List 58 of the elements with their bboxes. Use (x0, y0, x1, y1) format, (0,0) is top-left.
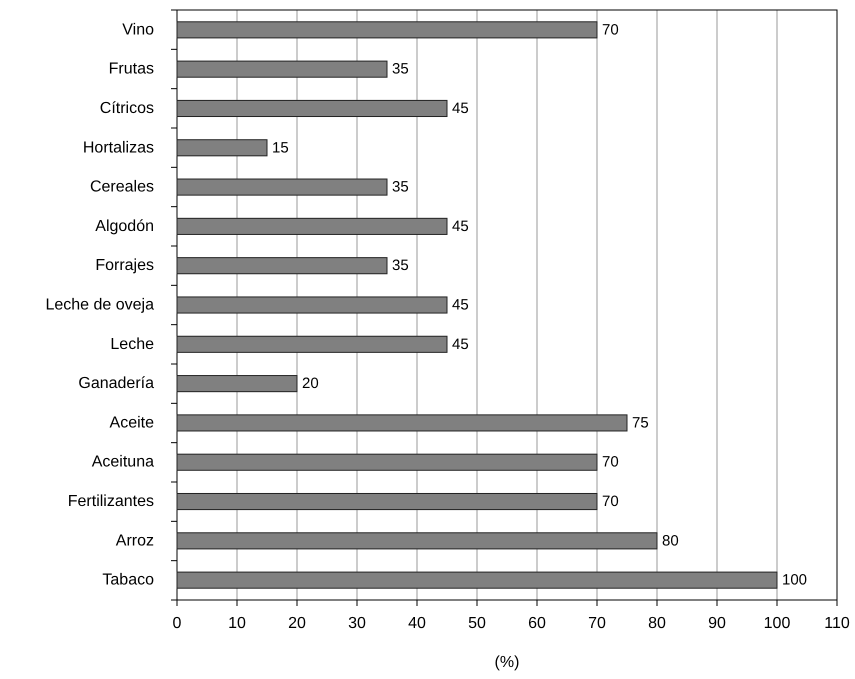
x-tick-label: 30 (348, 615, 366, 632)
y-tick-label: Cereales (90, 178, 154, 196)
data-label: 15 (272, 139, 289, 156)
bar (176, 454, 598, 471)
bar (176, 21, 598, 38)
bar (176, 572, 778, 589)
bar (176, 60, 388, 78)
y-tick-label: Forrajes (95, 257, 154, 274)
data-label: 20 (302, 375, 319, 392)
x-tick-label: 80 (648, 615, 666, 632)
data-label: 35 (392, 178, 409, 196)
x-axis-title: (%) (494, 654, 520, 671)
y-tick-label: Algodón (95, 218, 154, 235)
y-tick-label: Hortalizas (82, 139, 154, 156)
bar (176, 414, 628, 432)
y-tick-label: Frutas (108, 60, 154, 78)
bar (176, 139, 268, 156)
data-label: 45 (452, 218, 469, 235)
y-tick-label: Ganadería (78, 375, 154, 392)
x-tick-label: 100 (764, 615, 790, 632)
x-tick-label: 110 (824, 615, 850, 632)
y-tick-label: Arroz (116, 532, 154, 550)
y-tick-label: Vino (122, 21, 154, 38)
y-tick-label: Cítricos (100, 100, 154, 117)
y-tick-label: Leche de oveja (45, 296, 154, 314)
bar (176, 375, 298, 392)
bar (176, 492, 598, 510)
y-tick-label: Aceituna (92, 454, 154, 471)
data-label: 100 (782, 572, 808, 589)
data-label: 35 (392, 60, 409, 78)
x-tick-label: 70 (588, 615, 606, 632)
bar (176, 178, 388, 196)
bar (176, 100, 448, 118)
x-tick-label: 20 (288, 615, 306, 632)
bar (176, 218, 448, 235)
bar (176, 296, 448, 314)
bar (176, 257, 388, 274)
data-label: 45 (452, 296, 469, 314)
x-tick-label: 50 (468, 615, 486, 632)
x-tick-label: 90 (708, 615, 726, 632)
data-label: 80 (662, 532, 679, 550)
data-label: 35 (392, 257, 409, 274)
x-tick-label: 10 (228, 615, 246, 632)
y-tick-label: Aceite (110, 414, 154, 432)
data-label: 45 (452, 336, 469, 353)
data-label: 75 (632, 414, 649, 432)
y-tick-label: Tabaco (102, 572, 154, 589)
x-tick-label: 0 (172, 615, 182, 632)
y-tick-label: Fertilizantes (68, 493, 154, 510)
data-label: 70 (602, 21, 619, 38)
x-tick-label: 40 (408, 615, 426, 632)
bar (176, 336, 448, 353)
y-tick-label: Leche (110, 336, 154, 353)
data-label: 70 (602, 454, 619, 471)
bar (176, 532, 658, 550)
data-label: 45 (452, 100, 469, 117)
x-tick-label: 60 (528, 615, 546, 632)
data-label: 70 (602, 493, 619, 510)
